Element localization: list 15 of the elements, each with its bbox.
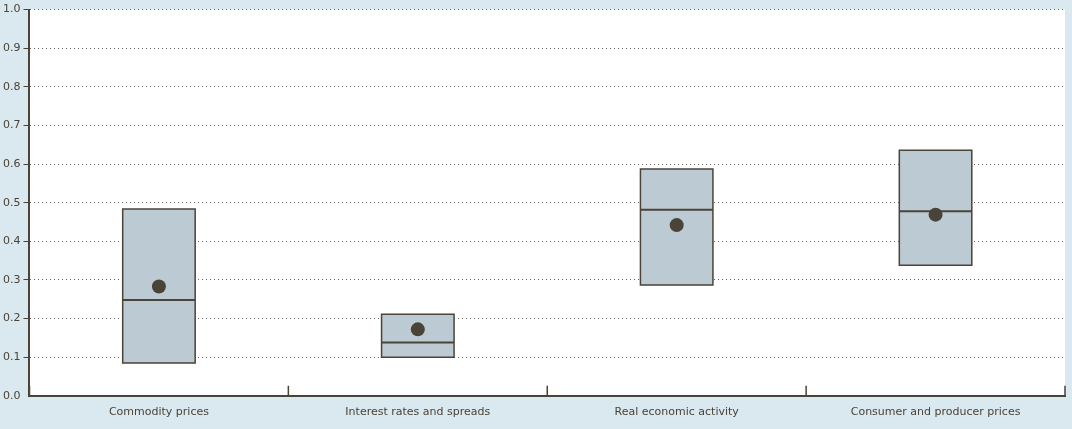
y-tick-label: 0.2 xyxy=(2,311,21,325)
y-tick-label: 0.8 xyxy=(2,79,21,93)
y-tick-label: 0.5 xyxy=(2,195,21,209)
y-tick-label: 0.9 xyxy=(2,41,21,55)
x-tick-label: Real economic activity xyxy=(614,405,740,419)
y-tick-label: 0.0 xyxy=(2,388,21,402)
y-tick-label: 1.0 xyxy=(2,2,21,16)
y-tick-label: 0.6 xyxy=(2,156,21,170)
x-tick-label: Commodity prices xyxy=(108,405,210,419)
x-tick-label: Consumer and producer prices xyxy=(850,405,1021,419)
x-tick-label: Interest rates and spreads xyxy=(345,405,491,419)
y-tick-label: 0.4 xyxy=(2,234,21,248)
y-tick-label: 0.3 xyxy=(2,272,21,286)
y-tick-label: 0.7 xyxy=(2,118,21,132)
y-tick-label: 0.1 xyxy=(2,350,21,364)
